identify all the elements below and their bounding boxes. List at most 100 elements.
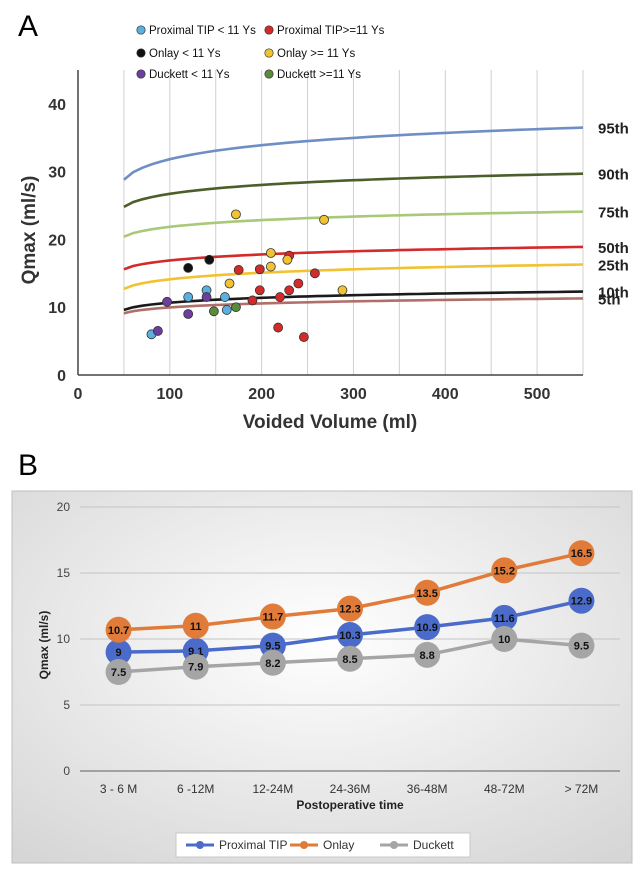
chart-b-data-label: 7.5 bbox=[111, 667, 126, 679]
chart-b-data-label: 13.5 bbox=[416, 588, 437, 600]
chart-a-point bbox=[319, 214, 329, 225]
chart-b-x-tick-label: 24-36M bbox=[330, 782, 371, 796]
chart-a-legend-marker bbox=[136, 69, 146, 79]
chart-a-point bbox=[208, 306, 219, 317]
chart-a-point bbox=[298, 332, 309, 342]
chart-b-marker bbox=[491, 626, 518, 652]
chart-a-point bbox=[265, 248, 276, 258]
chart-a-point bbox=[254, 285, 265, 296]
chart-b-data-label: 11.6 bbox=[494, 613, 515, 625]
chart-b-data-label: 11 bbox=[190, 621, 202, 633]
chart-b-data-label: 8.8 bbox=[419, 650, 434, 662]
chart-b-x-axis-label: Postoperative time bbox=[296, 798, 404, 812]
chart-a-x-tick-label: 500 bbox=[524, 386, 551, 403]
chart-b-data-label: 9.5 bbox=[265, 641, 280, 653]
chart-a-point bbox=[201, 292, 212, 302]
chart-a-curve-25th bbox=[123, 263, 584, 291]
chart-a-legend-label: Onlay < 11 Ys bbox=[149, 48, 221, 60]
chart-a-point bbox=[204, 254, 215, 265]
chart-a-curve-label-25th: 25th bbox=[598, 258, 629, 275]
chart-b-marker bbox=[568, 587, 595, 614]
chart-a-curve-90th bbox=[123, 172, 584, 209]
chart-a-curve-label-90th: 90th bbox=[598, 167, 629, 184]
chart-a-ticks: 0 100 200 300 400 500 0 10 20 30 40 bbox=[48, 97, 550, 403]
chart-b-data-label: 11.7 bbox=[262, 612, 283, 624]
chart-b-legend-label: Onlay bbox=[323, 838, 354, 852]
chart-a-points bbox=[146, 209, 348, 342]
chart-a-x-tick-label: 300 bbox=[340, 386, 367, 403]
chart-b-legend-label: Proximal TIP bbox=[219, 838, 287, 852]
chart-b-marker bbox=[414, 614, 441, 641]
chart-a-legend-label: Onlay >= 11 Ys bbox=[277, 48, 355, 60]
chart-a-point bbox=[247, 295, 258, 306]
chart-a-curve-label-95th: 95th bbox=[598, 121, 629, 138]
chart-b-gridlines bbox=[80, 506, 620, 772]
chart-b-y-tick-label: 20 bbox=[57, 500, 71, 514]
chart-b-data-label: 8.2 bbox=[265, 658, 280, 670]
chart-a-y-tick-label: 30 bbox=[48, 165, 66, 182]
chart-b-marker bbox=[259, 649, 286, 676]
chart-a-curve-10th bbox=[123, 290, 584, 312]
chart-a-point bbox=[221, 305, 232, 315]
chart-a-legend-marker bbox=[264, 25, 274, 35]
chart-b-marker bbox=[105, 616, 132, 643]
chart-a-y-tick-label: 10 bbox=[48, 300, 66, 317]
chart-a-point bbox=[231, 302, 241, 313]
chart-b-marker bbox=[337, 595, 363, 622]
chart-a-legend-label: Proximal TIP>=11 Ys bbox=[277, 25, 385, 37]
chart-b-x-tick-label: 48-72M bbox=[484, 782, 525, 796]
chart-a-legend: Proximal TIP < 11 Ys Proximal TIP>=11 Ys O… bbox=[136, 25, 385, 81]
chart-a-point bbox=[183, 263, 194, 273]
chart-a-point bbox=[162, 296, 172, 307]
chart-a-point bbox=[337, 285, 348, 296]
chart-a-point bbox=[254, 264, 265, 275]
chart-b-legend: Proximal TIP Onlay Duckett bbox=[175, 832, 471, 858]
chart-a-x-tick-label: 200 bbox=[248, 386, 275, 403]
chart-a-point bbox=[265, 261, 276, 272]
chart-a-curve-label-10th: 10th bbox=[598, 285, 629, 302]
chart-b-data-label: 9.5 bbox=[574, 641, 589, 653]
chart-b-y-axis-label: Qmax (ml/s) bbox=[37, 611, 51, 680]
chart-a-curve-95th bbox=[123, 126, 584, 181]
chart-a-curve-50th bbox=[123, 245, 584, 271]
chart-a-legend-label: Proximal TIP < 11 Ys bbox=[149, 25, 256, 37]
chart-a-legend-marker bbox=[264, 48, 274, 58]
chart-a-legend-label: Duckett >=11 Ys bbox=[277, 69, 361, 81]
chart-a-y-tick-label: 40 bbox=[48, 97, 66, 114]
chart-b-data-label: 10 bbox=[498, 634, 510, 646]
chart-b-data-label: 10.7 bbox=[108, 625, 129, 637]
chart-a-curve-label-5th: 5th bbox=[598, 291, 621, 308]
chart-b-data-label: 10.3 bbox=[339, 630, 360, 642]
chart-a-x-tick-label: 400 bbox=[432, 386, 459, 403]
chart-a-point bbox=[152, 326, 163, 336]
panel-a: A 95th 90th 75th 50th 25th 10th 5th 0 100 200 300… bbox=[18, 10, 629, 433]
chart-b-svg: B 9 9.1 9.510.310.911.612.910.7 1111.712.31… bbox=[11, 449, 633, 864]
chart-a-point bbox=[282, 254, 293, 265]
chart-b-legend-label: Duckett bbox=[413, 838, 454, 852]
chart-b-data-label: 8.5 bbox=[342, 654, 357, 666]
chart-b-marker bbox=[568, 540, 595, 567]
chart-b-x-tick-label: > 72M bbox=[565, 782, 599, 796]
chart-a-curve-label-50th: 50th bbox=[598, 240, 629, 257]
chart-a-legend-marker bbox=[264, 69, 274, 79]
chart-b-data-label: 12.9 bbox=[571, 596, 592, 608]
chart-b-data-label: 12.3 bbox=[339, 604, 360, 616]
chart-a-y-tick-label: 20 bbox=[48, 232, 66, 249]
chart-b-marker bbox=[259, 603, 286, 630]
chart-b-data-label: 15.2 bbox=[494, 565, 515, 577]
chart-a-legend-label: Duckett < 11 Ys bbox=[149, 69, 230, 81]
panel-b-label: B bbox=[18, 449, 38, 482]
chart-a-point bbox=[309, 268, 320, 279]
chart-a-point bbox=[293, 278, 304, 289]
chart-a-point bbox=[183, 292, 194, 302]
chart-a-point bbox=[233, 265, 244, 275]
chart-b-x-tick-label: 3 - 6 M bbox=[100, 782, 137, 796]
chart-a-x-tick-label: 0 bbox=[74, 386, 83, 403]
chart-b-marker bbox=[105, 639, 132, 666]
chart-a-y-axis-label: Qmax (ml/s) bbox=[19, 176, 40, 285]
chart-a-point bbox=[224, 278, 235, 289]
panel-a-label: A bbox=[18, 10, 38, 43]
chart-b-marker bbox=[491, 557, 518, 584]
chart-b-x-tick-label: 12-24M bbox=[253, 782, 294, 796]
